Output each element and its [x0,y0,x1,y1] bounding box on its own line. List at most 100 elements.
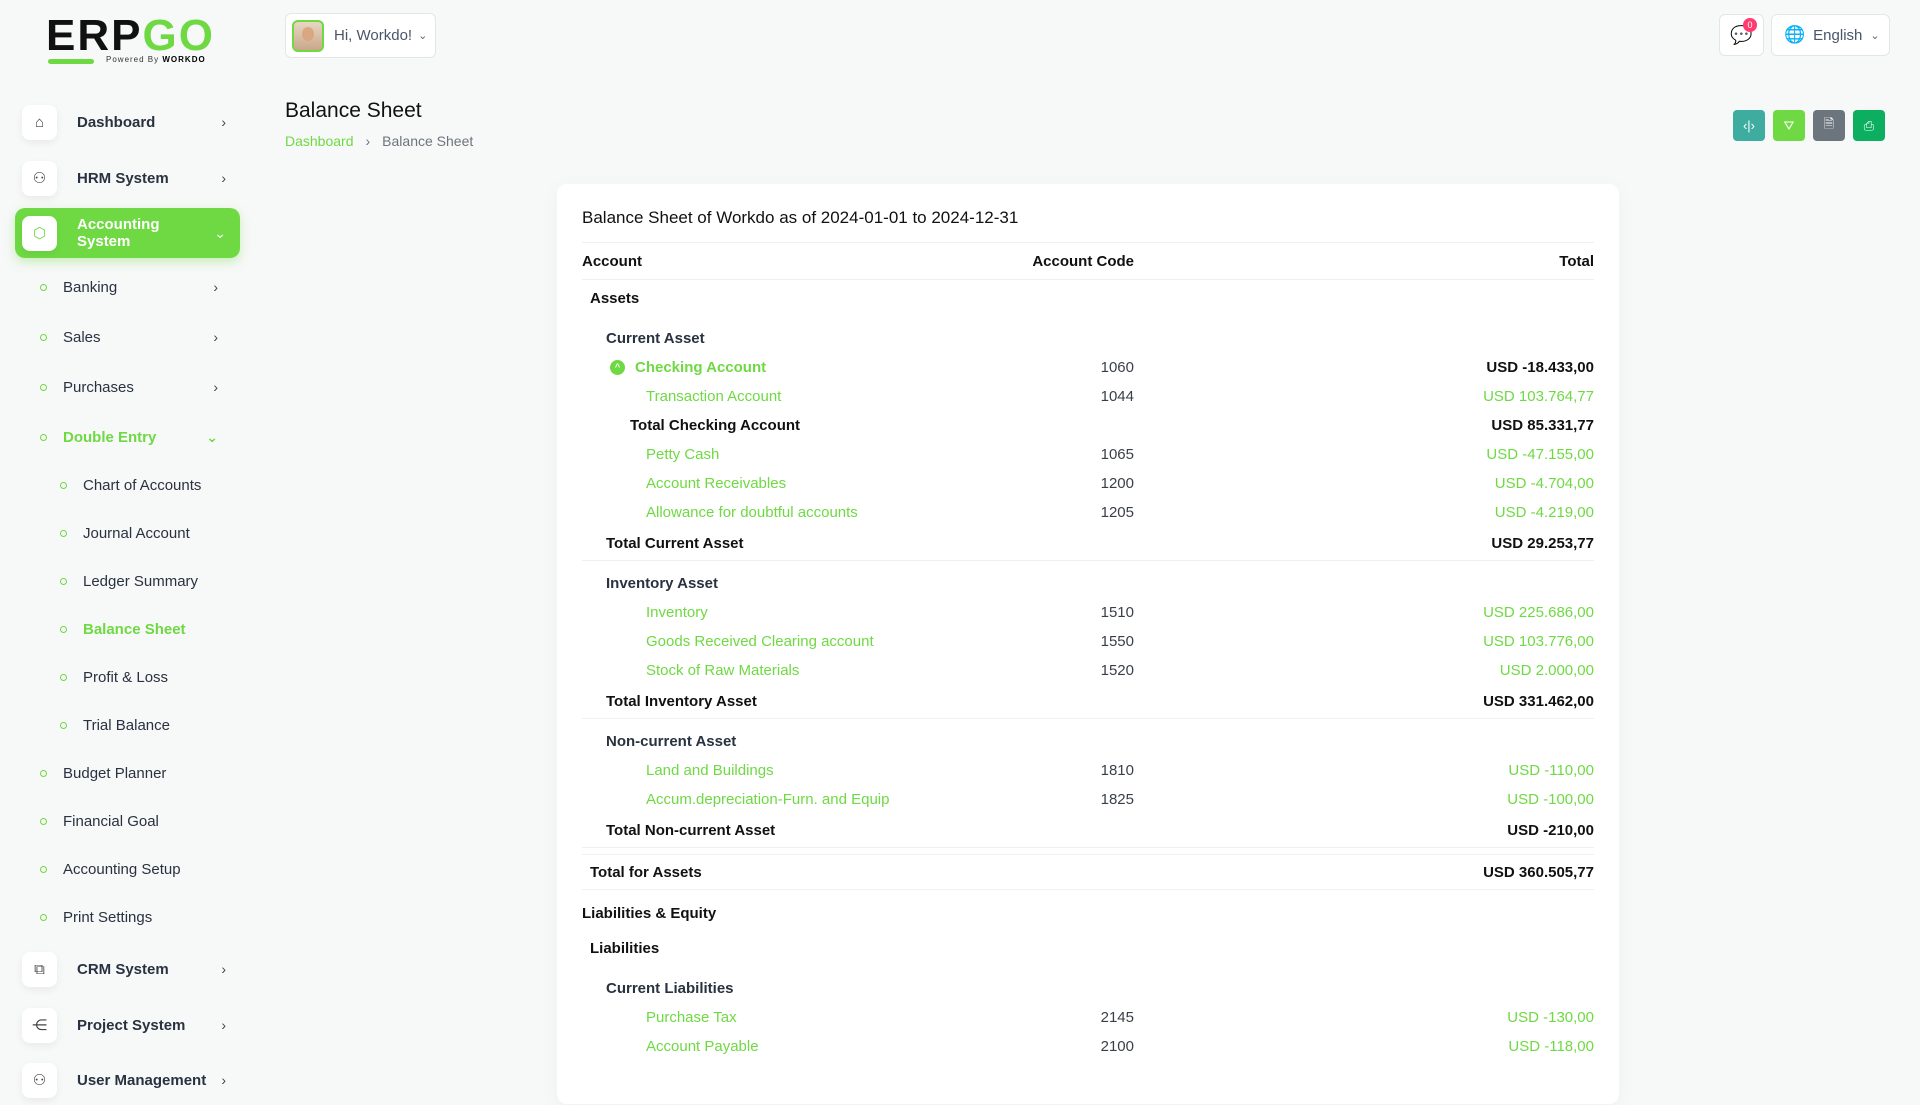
sidebar-item-double-entry[interactable]: Double Entry ⌄ [40,422,240,452]
sidebar-item-label: Banking [63,278,118,296]
sidebar-item-trial-balance[interactable]: Trial Balance [60,710,260,740]
sidebar-item-accounting-setup[interactable]: Accounting Setup [40,854,240,884]
sidebar-item-label: Print Settings [63,908,153,926]
sidebar: ERPGO Powered By WORKDO ⌂ Dashboard › ⚇ HRM … [0,0,290,1098]
crm-icon: ⧉ [22,951,57,987]
account-label: Stock of Raw Materials [646,662,800,679]
account-code: 1810 [1100,762,1134,779]
erpgo-logo[interactable]: ERPGO Powered By WORKDO [46,14,216,70]
account-label: Inventory [646,604,708,621]
sidebar-item-label: Accounting Setup [63,860,181,878]
account-name[interactable]: Allowance for doubtful accounts [582,504,914,521]
account-name[interactable]: Accum.depreciation-Furn. and Equip [582,791,914,808]
sidebar-item-accounting-system[interactable]: ⬡ Accounting System ⌄ [15,208,240,258]
account-name[interactable]: Petty Cash [582,446,914,463]
account-total: USD -130,00 [1507,1009,1594,1026]
chevron-down-icon: ⌄ [206,428,218,445]
account-total: USD -47.155,00 [1486,446,1594,463]
account-name[interactable]: Land and Buildings [582,762,914,779]
breadcrumb-dashboard[interactable]: Dashboard [285,133,354,149]
account-name: Inventory Asset [606,575,914,592]
table-row: Liabilities & Equity [582,890,1594,930]
logo-text-go: GO [142,11,215,60]
language-select[interactable]: 🌐 English ⌄ [1771,14,1890,56]
account-code: 1825 [1100,791,1134,808]
account-name[interactable]: Purchase Tax [582,1009,914,1026]
account-label: Current Liabilities [606,980,734,997]
balance-sheet-card: Balance Sheet of Workdo as of 2024-01-01… [557,184,1619,1104]
account-name[interactable]: Account Payable [582,1038,914,1055]
account-code: 1550 [1100,633,1134,650]
logo-powered-text: Powered By [106,55,160,64]
account-name[interactable]: Account Receivables [582,475,914,492]
sidebar-item-budget-planner[interactable]: Budget Planner [40,758,240,788]
logo-text: ERP [46,11,143,60]
table-row: Total Inventory Asset USD 331.462,00 [582,685,1594,719]
filter-button[interactable]: ⛛ [1773,110,1805,141]
sidebar-item-journal-account[interactable]: Journal Account [60,518,260,548]
bullet-icon [40,383,47,391]
table-row: Total for Assets USD 360.505,77 [582,854,1594,890]
notification-badge: 0 [1743,18,1757,32]
account-code: 2100 [1100,1038,1134,1055]
chevron-right-icon: › [221,1017,226,1033]
sidebar-item-project-system[interactable]: ⋲ Project System › [15,1000,240,1050]
sidebar-item-chart-of-accounts[interactable]: Chart of Accounts [60,470,260,500]
collapse-toggle-icon[interactable]: ^ [610,360,625,375]
bullet-icon [60,673,67,681]
sidebar-item-ledger-summary[interactable]: Ledger Summary [60,566,260,596]
sidebar-item-label: Accounting System [77,216,160,250]
account-total: USD 331.462,00 [1483,693,1594,710]
sidebar-item-hrm-system[interactable]: ⚇ HRM System › [15,153,240,203]
sidebar-item-label: Dashboard [77,113,156,131]
collapse-button[interactable]: ‹|› [1733,110,1765,141]
account-name[interactable]: Stock of Raw Materials [582,662,914,679]
sidebar-item-print-settings[interactable]: Print Settings [40,902,240,932]
breadcrumb-current: Balance Sheet [382,133,474,149]
bullet-icon [40,913,47,921]
table-row: Account Receivables 1200 USD -4.704,00 [582,469,1594,498]
account-label: Inventory Asset [606,575,718,592]
export-button[interactable]: 🗎 [1813,110,1845,141]
account-code: 1510 [1100,604,1134,621]
account-label: Petty Cash [646,446,720,463]
chevron-right-icon: › [213,329,218,345]
greeting: Hi, Workdo! [334,27,413,44]
sidebar-item-label: Purchases [63,378,134,396]
sidebar-item-sales[interactable]: Sales › [40,322,240,352]
account-name: Total for Assets [590,864,914,881]
account-total: USD 85.331,77 [1491,417,1594,434]
sidebar-item-dashboard[interactable]: ⌂ Dashboard › [15,97,240,147]
sidebar-item-banking[interactable]: Banking › [40,272,240,302]
bullet-icon [60,721,67,729]
sidebar-item-label: HRM System [77,169,169,187]
account-name: Total Checking Account [582,417,914,434]
sidebar-item-balance-sheet[interactable]: Balance Sheet [60,614,260,644]
table-row: Liabilities [582,930,1594,966]
account-name[interactable]: Goods Received Clearing account [582,633,914,650]
sidebar-item-financial-goal[interactable]: Financial Goal [40,806,240,836]
account-name[interactable]: Transaction Account [582,388,914,405]
sidebar-item-user-management[interactable]: ⚇ User Management › [15,1055,240,1105]
sidebar-item-purchases[interactable]: Purchases › [40,372,240,402]
user-menu-button[interactable]: Hi, Workdo! ⌄ [285,13,436,58]
chevron-right-icon: › [365,133,371,149]
sidebar-item-profit-loss[interactable]: Profit & Loss [60,662,260,692]
table-row: Inventory 1510 USD 225.686,00 [582,598,1594,627]
account-label: Total Inventory Asset [606,693,757,710]
table-row: Inventory Asset [582,561,1594,598]
chevron-down-icon: ⌄ [214,224,226,241]
print-button[interactable]: ⎙ [1853,110,1885,141]
sidebar-item-crm-system[interactable]: ⧉ CRM System › [15,944,240,994]
messages-button[interactable]: 💬 0 [1719,14,1764,56]
print-icon: ⎙ [1863,117,1875,133]
account-label: Total Current Asset [606,535,744,552]
table-row: Total Current Asset USD 29.253,77 [582,527,1594,561]
table-row: Petty Cash 1065 USD -47.155,00 [582,440,1594,469]
account-total: USD -4.704,00 [1494,475,1594,492]
account-code: 1205 [1100,504,1134,521]
account-label: Liabilities [590,939,660,957]
account-name[interactable]: ^ Checking Account [582,359,914,376]
account-name[interactable]: Inventory [582,604,914,621]
account-name: Total Current Asset [606,535,914,552]
